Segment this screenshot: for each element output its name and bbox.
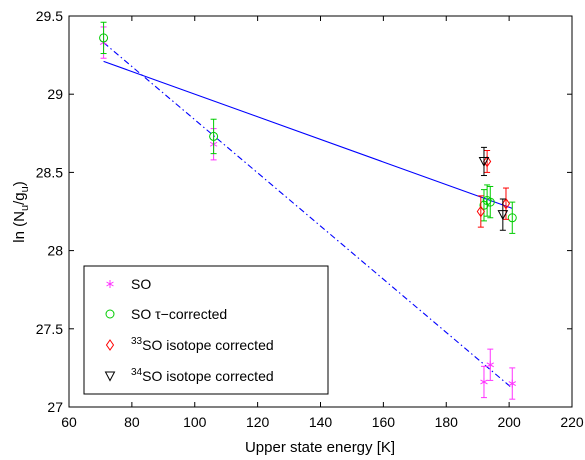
x-tick-label: 200 (497, 414, 521, 430)
marker-triangle-down (497, 210, 509, 221)
data-point-so-tau-corrected (99, 21, 109, 55)
marker-asterisk (480, 377, 488, 386)
data-point-so-tau-corrected (482, 184, 492, 217)
data-point-so (480, 365, 488, 399)
marker-asterisk (508, 379, 516, 388)
data-point-so-tau-corrected (485, 185, 495, 219)
marker-triangle-down (478, 156, 490, 168)
y-axis-label: ln (Nu/gu) (11, 181, 31, 242)
data-point-so (486, 348, 494, 381)
legend-marker-so (106, 280, 114, 288)
marker-circle (209, 131, 219, 141)
legend-entry-34so: 34SO isotope corrected (131, 367, 274, 384)
marker-diamond (476, 205, 485, 218)
legend-marker-so-tau-corrected (105, 309, 115, 319)
fit-line-corrected (103, 60, 513, 209)
x-tick-label: 160 (372, 414, 396, 430)
fit-line-so (103, 42, 513, 389)
y-tick-label: 28 (47, 243, 63, 259)
legend-entry-so-tau: SO τ−corrected (131, 306, 227, 322)
y-tick-label: 27 (47, 399, 63, 415)
x-tick-label: 120 (246, 414, 270, 430)
y-tick-label: 29 (47, 86, 63, 102)
legend: SO SO τ−corrected 33SO isotope corrected… (83, 265, 329, 395)
legend-marker-34so-corrected (104, 371, 116, 382)
marker-circle (99, 33, 109, 43)
data-point-34so-corrected (497, 198, 509, 231)
data-point-so-tau-corrected (507, 201, 517, 234)
data-point-33so-corrected (476, 195, 485, 228)
data-point-so (508, 367, 516, 400)
legend-entry-so: SO (131, 276, 151, 292)
legend-box (83, 265, 329, 395)
y-tick-label: 29.5 (36, 8, 63, 24)
x-tick-label: 60 (61, 414, 77, 430)
x-tick-label: 100 (183, 414, 207, 430)
marker-circle (507, 213, 517, 223)
legend-marker-33so-corrected (105, 339, 115, 351)
y-tick-label: 28.5 (36, 164, 63, 180)
x-tick-label: 220 (560, 414, 584, 430)
x-axis-label: Upper state energy [K] (245, 439, 395, 456)
x-tick-label: 180 (435, 414, 459, 430)
fit-lines (103, 42, 513, 389)
x-tick-label: 140 (309, 414, 333, 430)
y-tick-label: 27.5 (36, 321, 63, 337)
marker-circle (485, 197, 495, 207)
data-point-33so-corrected (483, 150, 492, 173)
marker-diamond (483, 155, 492, 168)
x-tick-label: 80 (124, 414, 140, 430)
data-point-34so-corrected (478, 146, 490, 177)
marker-diamond (501, 197, 511, 210)
legend-entry-33so: 33SO isotope corrected (131, 336, 274, 353)
data-point-so-tau-corrected (209, 118, 219, 155)
legend-markers (104, 280, 116, 382)
axis-ticks: 60 80 100 120 140 160 180 200 220 27 27.5 28 28.5 29 2… (36, 8, 584, 430)
marker-asterisk (486, 360, 494, 369)
data-points (99, 21, 517, 400)
